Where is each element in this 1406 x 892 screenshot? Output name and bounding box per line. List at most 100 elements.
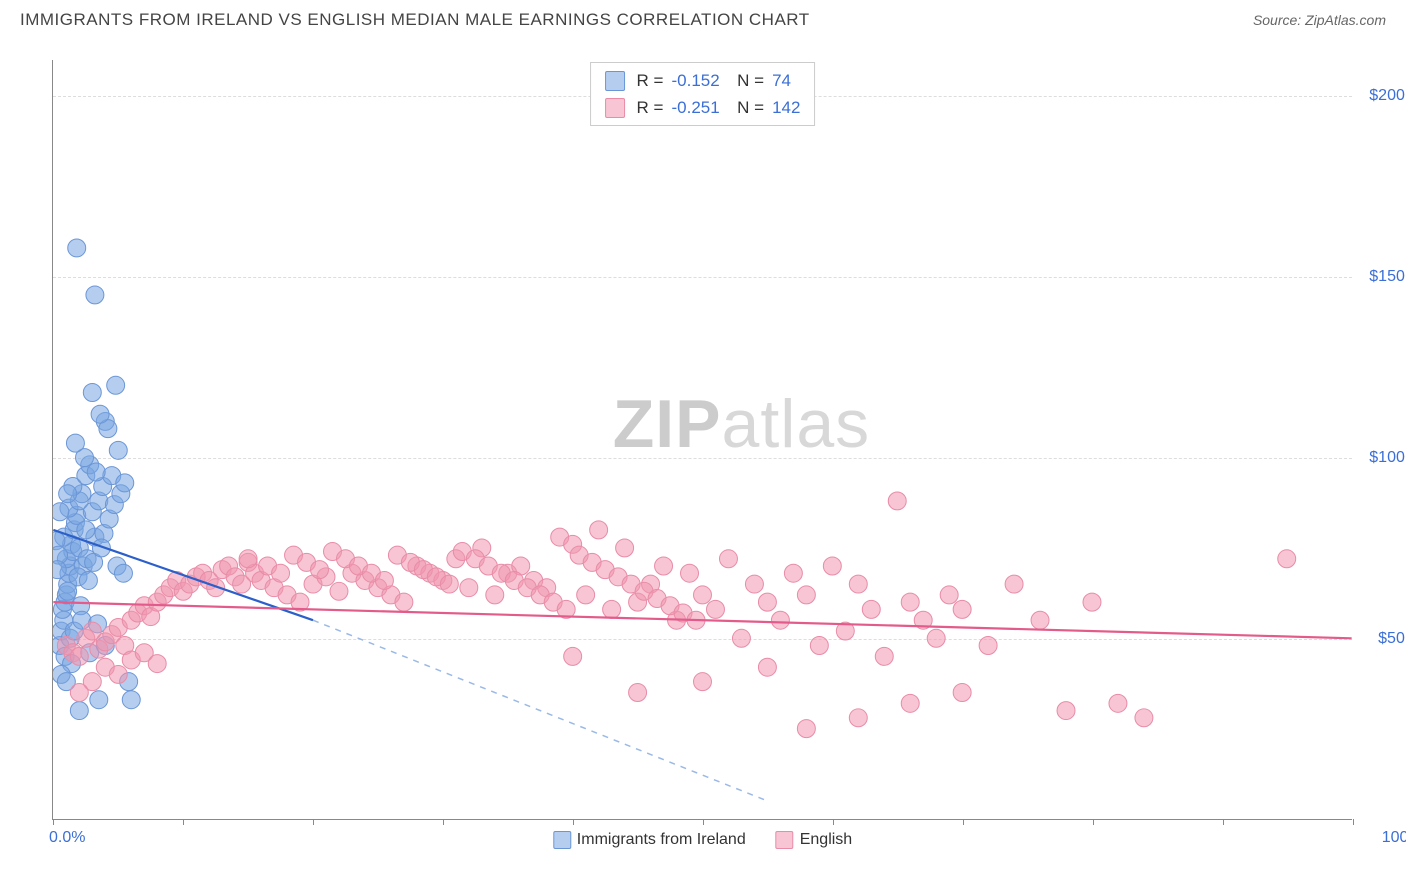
x-tick-mark xyxy=(573,819,574,825)
scatter-point xyxy=(590,521,608,539)
source-label: Source: ZipAtlas.com xyxy=(1253,12,1386,28)
scatter-point xyxy=(745,575,763,593)
legend-swatch-ireland xyxy=(605,71,625,91)
x-tick-mark xyxy=(313,819,314,825)
x-axis-max-label: 100.0% xyxy=(1382,829,1406,847)
scatter-point xyxy=(70,684,88,702)
scatter-point xyxy=(564,647,582,665)
x-tick-mark xyxy=(183,819,184,825)
plot-area: ZIPatlas R = -0.152 N = 74 R = -0.251 N … xyxy=(52,60,1352,820)
trend-line xyxy=(53,602,1351,638)
chart-title: IMMIGRANTS FROM IRELAND VS ENGLISH MEDIA… xyxy=(20,10,810,30)
x-tick-mark xyxy=(833,819,834,825)
scatter-point xyxy=(311,561,329,579)
x-tick-mark xyxy=(1093,819,1094,825)
scatter-point xyxy=(440,575,458,593)
scatter-point xyxy=(681,564,699,582)
scatter-point xyxy=(59,485,77,503)
scatter-point xyxy=(655,557,673,575)
x-tick-mark xyxy=(963,819,964,825)
legend-swatch-ireland-icon xyxy=(553,831,571,849)
scatter-point xyxy=(1135,709,1153,727)
scatter-point xyxy=(114,564,132,582)
y-tick-label: $150,000 xyxy=(1358,268,1406,286)
scatter-point xyxy=(875,647,893,665)
scatter-point xyxy=(732,629,750,647)
scatter-point xyxy=(59,582,77,600)
legend-swatch-english-icon xyxy=(776,831,794,849)
scatter-point xyxy=(1031,611,1049,629)
scatter-point xyxy=(888,492,906,510)
scatter-point xyxy=(849,709,867,727)
scatter-point xyxy=(70,647,88,665)
scatter-point xyxy=(1005,575,1023,593)
scatter-point xyxy=(810,637,828,655)
scatter-point xyxy=(90,691,108,709)
scatter-point xyxy=(1109,694,1127,712)
scatter-point xyxy=(823,557,841,575)
series-legend: Immigrants from Ireland English xyxy=(553,831,852,849)
x-tick-mark xyxy=(703,819,704,825)
x-tick-mark xyxy=(53,819,54,825)
x-tick-mark xyxy=(1223,819,1224,825)
scatter-point xyxy=(797,586,815,604)
scatter-point xyxy=(239,550,257,568)
scatter-point xyxy=(330,582,348,600)
y-tick-label: $100,000 xyxy=(1358,449,1406,467)
scatter-point xyxy=(83,384,101,402)
scatter-point xyxy=(629,684,647,702)
scatter-point xyxy=(797,720,815,738)
legend-swatch-english xyxy=(605,98,625,118)
scatter-point xyxy=(375,571,393,589)
scatter-point xyxy=(395,593,413,611)
scatter-point xyxy=(694,586,712,604)
scatter-point xyxy=(694,673,712,691)
scatter-point xyxy=(68,239,86,257)
scatter-point xyxy=(116,474,134,492)
scatter-point xyxy=(719,550,737,568)
scatter-point xyxy=(953,600,971,618)
scatter-point xyxy=(122,691,140,709)
scatter-point xyxy=(849,575,867,593)
y-tick-label: $50,000 xyxy=(1358,630,1406,648)
scatter-point xyxy=(706,600,724,618)
scatter-point xyxy=(109,441,127,459)
scatter-point xyxy=(784,564,802,582)
scatter-point xyxy=(927,629,945,647)
scatter-point xyxy=(70,702,88,720)
legend-row-english: R = -0.251 N = 142 xyxy=(605,94,801,121)
scatter-point xyxy=(77,521,95,539)
scatter-point xyxy=(91,405,109,423)
scatter-point xyxy=(109,665,127,683)
scatter-point xyxy=(953,684,971,702)
scatter-point xyxy=(901,593,919,611)
scatter-point xyxy=(460,579,478,597)
scatter-point xyxy=(1057,702,1075,720)
scatter-point xyxy=(901,694,919,712)
scatter-point xyxy=(616,539,634,557)
scatter-point xyxy=(79,571,97,589)
scatter-point xyxy=(486,586,504,604)
scatter-point xyxy=(53,503,69,521)
scatter-point xyxy=(272,564,290,582)
scatter-point xyxy=(1278,550,1296,568)
x-tick-mark xyxy=(443,819,444,825)
x-tick-mark xyxy=(1353,819,1354,825)
scatter-point xyxy=(66,434,84,452)
scatter-point xyxy=(771,611,789,629)
legend-row-ireland: R = -0.152 N = 74 xyxy=(605,67,801,94)
scatter-point xyxy=(758,658,776,676)
scatter-point xyxy=(862,600,880,618)
trend-line-extrapolated xyxy=(313,620,767,801)
scatter-point xyxy=(86,286,104,304)
scatter-point xyxy=(979,637,997,655)
legend-item-english: English xyxy=(776,831,852,849)
scatter-point xyxy=(758,593,776,611)
scatter-point xyxy=(53,561,66,579)
scatter-point xyxy=(87,463,105,481)
scatter-point xyxy=(603,600,621,618)
scatter-point xyxy=(940,586,958,604)
legend-item-ireland: Immigrants from Ireland xyxy=(553,831,746,849)
scatter-svg xyxy=(53,60,1352,819)
scatter-point xyxy=(577,586,595,604)
